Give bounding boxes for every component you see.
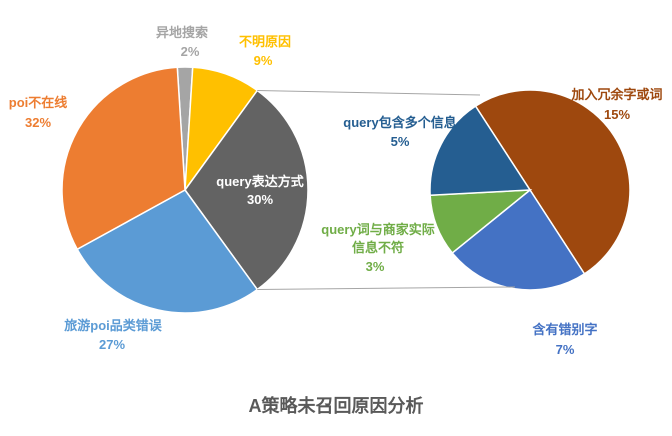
data-label: 加入冗余字或词 [571,87,663,102]
pie-slice [451,188,586,291]
data-label: 15% [603,107,631,122]
data-label: 5% [390,134,410,149]
data-label: 30% [246,192,274,207]
connector-line [257,286,516,291]
pie-slice [474,89,631,275]
data-label: 3% [365,259,385,274]
data-label: 7% [555,342,575,357]
connector-line [257,89,481,96]
pie-slice [61,66,186,251]
data-label: 旅游poi品类错误 [64,318,162,333]
data-label: 不明原因 [238,34,292,49]
data-label: query包含多个信息 [343,115,457,130]
data-label: query表达方式 [216,174,304,189]
data-label: 27% [98,337,126,352]
data-label: 32% [24,115,52,130]
chart-title: A策略未召回原因分析 [248,396,424,416]
data-label: query词与商家实际信息不符 [321,222,435,255]
data-label: 9% [253,53,273,68]
data-label: 2% [180,44,200,59]
data-label: 异地搜索 [155,25,209,40]
pie-slice [184,89,309,291]
data-label: 含有错别字 [532,322,598,337]
data-label: poi不在线 [8,95,68,110]
pie-slice [76,189,259,314]
pie-slice [429,105,532,197]
